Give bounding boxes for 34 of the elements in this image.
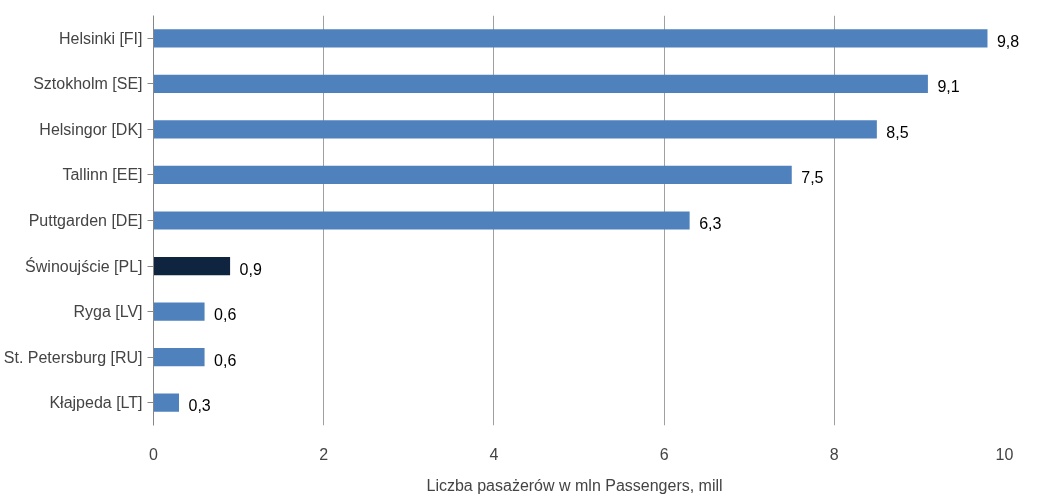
bar [153,348,205,367]
data-label: 0,3 [188,397,211,416]
bar [153,211,690,230]
y-tick-label: Świnoujście [PL] [25,256,143,275]
data-label: 7,5 [801,169,824,188]
y-tick-label: Helsinki [FI] [58,29,143,47]
x-tick-label: 6 [659,445,669,463]
bar [153,165,792,185]
y-tick-label: Helsingor [DK] [39,120,143,138]
data-label: 6,3 [699,215,722,233]
x-tick-label: 8 [829,445,839,463]
x-tick-label: 0 [149,445,159,463]
x-tick-label: 10 [995,445,1014,463]
y-tick-label: Ryga [LV] [73,303,143,321]
y-tick-label: Sztokholm [SE] [33,75,143,93]
y-tick-label: St. Petersburg [RU] [3,348,143,366]
bar [153,256,231,276]
x-tick-label: 2 [319,445,329,463]
data-label: 9,1 [937,78,960,97]
y-tick-label: Puttgarden [DE] [28,212,143,229]
data-label: 0,6 [214,306,237,325]
bar [153,74,928,93]
y-tick-label: Tallinn [EE] [62,166,143,184]
bar [153,120,877,139]
x-axis-title: Liczba pasażerów w mln Passengers, mill [426,476,723,494]
bar [153,393,180,412]
bar [153,29,988,48]
bar [153,302,205,321]
x-tick-label: 4 [489,445,499,463]
y-tick-label: Kłajpeda [LT] [49,394,143,412]
data-label: 0,9 [239,260,262,279]
data-label: 9,8 [996,32,1020,51]
data-label: 0,6 [214,351,237,370]
data-label: 8,5 [886,123,909,142]
